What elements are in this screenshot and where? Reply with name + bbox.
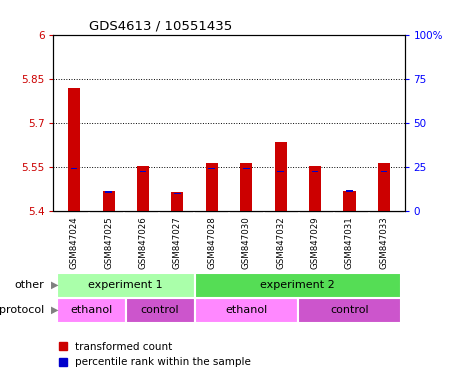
Bar [298,298,401,323]
Bar [57,273,194,298]
Bar [243,168,250,169]
Text: GSM847030: GSM847030 [242,216,251,269]
Text: GDS4613 / 10551435: GDS4613 / 10551435 [88,19,232,32]
Bar [172,192,183,211]
Bar [140,171,146,172]
Bar [194,298,298,323]
Bar [378,163,390,211]
Text: GSM847025: GSM847025 [104,216,113,269]
Bar [275,142,286,211]
Bar [312,171,319,172]
Text: ethanol: ethanol [225,305,267,315]
Text: GSM847033: GSM847033 [379,216,388,269]
Text: GSM847032: GSM847032 [276,216,285,269]
Bar [380,171,387,172]
Text: GSM847024: GSM847024 [70,216,79,269]
Text: ethanol: ethanol [70,305,113,315]
Text: GSM847031: GSM847031 [345,216,354,269]
Text: ▶: ▶ [51,305,59,315]
Text: protocol: protocol [0,305,44,315]
Bar [71,168,78,169]
Bar [346,190,353,192]
Text: GSM847029: GSM847029 [311,216,319,269]
Bar [240,163,252,211]
Bar [277,171,284,172]
Text: control: control [330,305,369,315]
Text: experiment 1: experiment 1 [88,280,163,290]
Bar [102,190,114,211]
Bar [309,166,321,211]
Bar [344,190,356,211]
Bar [208,168,215,169]
Bar [68,88,80,211]
Bar [206,163,218,211]
Bar [57,298,126,323]
Text: ▶: ▶ [51,280,59,290]
Text: control: control [141,305,179,315]
Text: experiment 2: experiment 2 [260,280,335,290]
Bar [194,273,401,298]
Bar [174,193,181,194]
Text: GSM847027: GSM847027 [173,216,182,269]
Legend: transformed count, percentile rank within the sample: transformed count, percentile rank withi… [59,342,251,367]
Bar [137,166,149,211]
Text: other: other [14,280,44,290]
Text: GSM847026: GSM847026 [139,216,147,269]
Bar [126,298,194,323]
Bar [105,191,112,193]
Text: GSM847028: GSM847028 [207,216,216,269]
